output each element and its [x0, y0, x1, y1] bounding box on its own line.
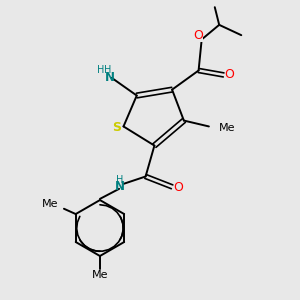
Text: O: O [193, 29, 203, 42]
Text: Me: Me [92, 270, 108, 280]
Text: H: H [97, 65, 104, 76]
Text: Me: Me [42, 199, 58, 209]
Text: Me: Me [219, 123, 236, 133]
Text: H: H [116, 175, 123, 185]
Text: O: O [174, 181, 184, 194]
Text: N: N [105, 71, 115, 84]
Text: O: O [225, 68, 234, 81]
Text: N: N [114, 180, 124, 193]
Text: H: H [103, 65, 111, 76]
Text: S: S [112, 121, 122, 134]
